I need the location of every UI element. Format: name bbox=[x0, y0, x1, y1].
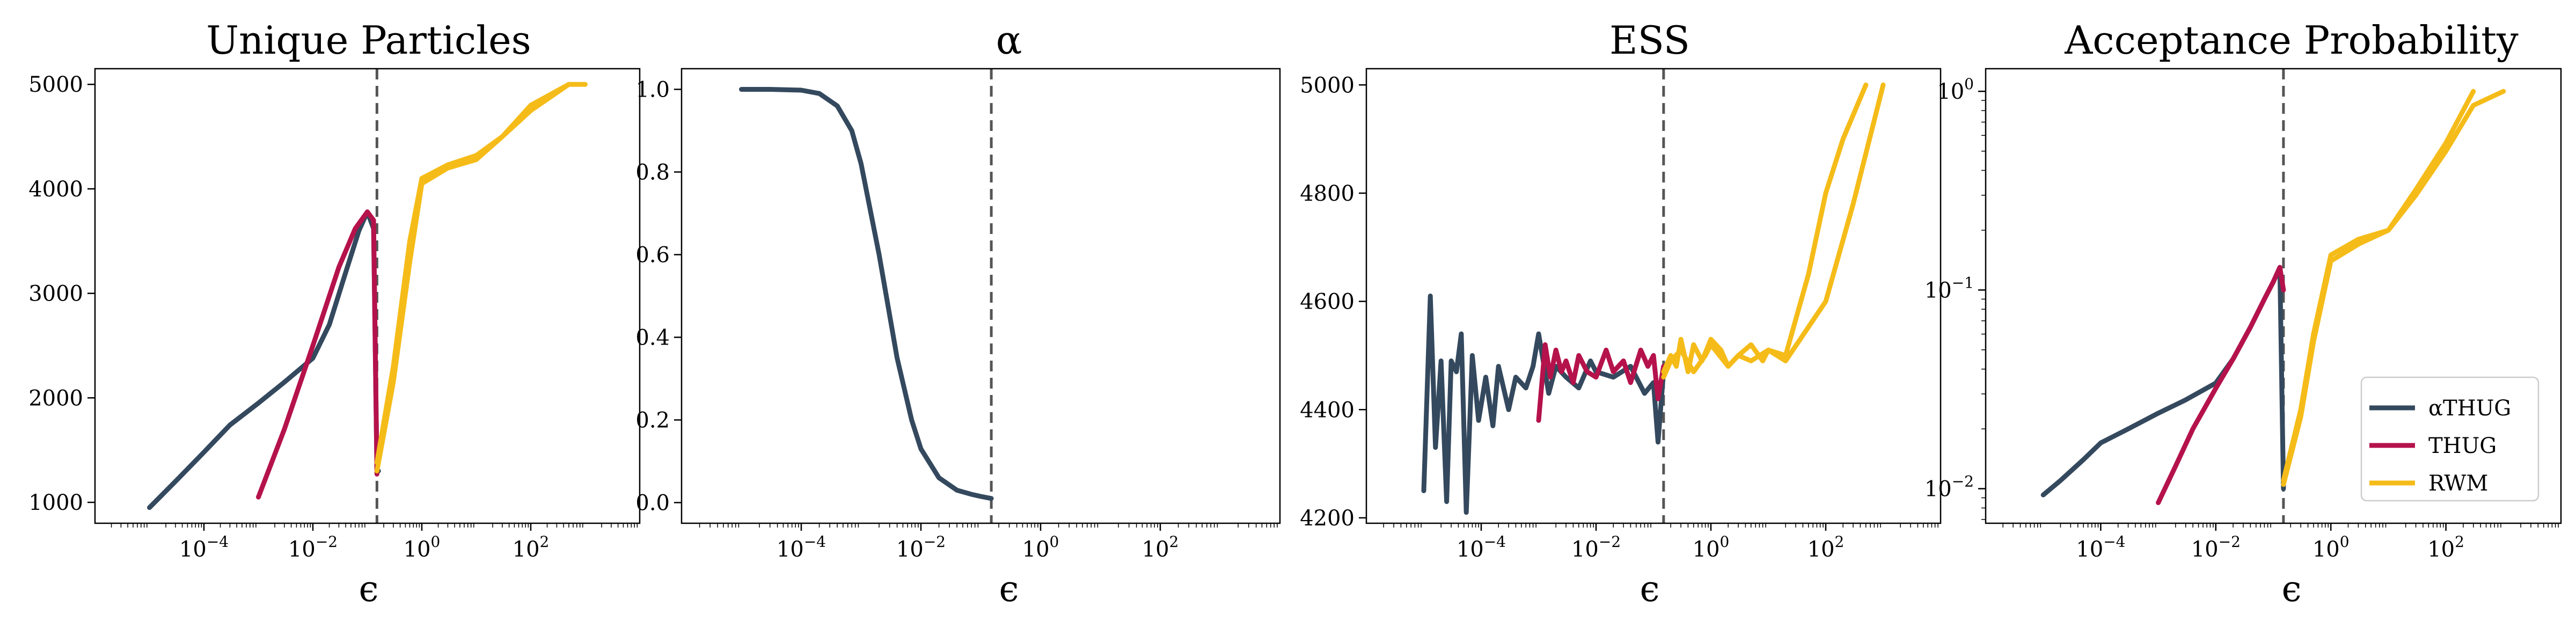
legend-label-thug: THUG bbox=[2428, 434, 2497, 458]
x-tick-label: 10−2 bbox=[896, 533, 946, 562]
series-line-thug bbox=[1536, 342, 1666, 423]
panel-title: Acceptance Probability bbox=[2064, 18, 2519, 63]
x-tick-exponent: −2 bbox=[2219, 533, 2241, 551]
legend-label-alpha-thug: αTHUG bbox=[2428, 396, 2511, 421]
x-tick-label: 102 bbox=[2427, 533, 2464, 562]
y-tick-label: 10−1 bbox=[1924, 274, 1974, 303]
x-tick-exponent: 2 bbox=[2455, 533, 2464, 551]
panel-acceptance-probability: Acceptance Probability ϵ 10−4 10−2 100 102 1… bbox=[1924, 18, 2562, 610]
x-tick-label: 100 bbox=[1693, 533, 1730, 562]
panel-unique-particles: Unique Particles ϵ 10−4 10−2 100 102 1000 200… bbox=[28, 18, 641, 610]
x-tick-label: 100 bbox=[404, 533, 441, 562]
x-tick-label: 100 bbox=[2312, 533, 2350, 562]
y-tick-label: 4000 bbox=[28, 177, 83, 202]
x-tick-label: 10−2 bbox=[2191, 533, 2241, 562]
series-line-alpha-thug bbox=[1421, 294, 1666, 515]
y-tick-label: 10−2 bbox=[1924, 473, 1974, 502]
x-tick-label: 10−4 bbox=[777, 533, 826, 562]
y-tick-label: 4600 bbox=[1300, 290, 1355, 314]
axes-frame bbox=[1985, 68, 2562, 524]
x-tick-exponent: 0 bbox=[2340, 533, 2350, 551]
x-tick-label: 102 bbox=[1807, 533, 1845, 562]
x-tick-exponent: 0 bbox=[1050, 533, 1059, 551]
x-tick-label: 10−4 bbox=[2076, 533, 2125, 562]
y-tick-exponent: 0 bbox=[1964, 75, 1974, 93]
y-tick-label: 4800 bbox=[1300, 181, 1355, 206]
x-tick-exponent: −4 bbox=[207, 533, 229, 551]
panel-title: α bbox=[996, 18, 1022, 63]
axes-frame bbox=[680, 68, 1281, 524]
legend: αTHUG THUG RWM bbox=[2360, 376, 2540, 502]
x-tick-exponent: −2 bbox=[316, 533, 338, 551]
y-tick-label: 2000 bbox=[28, 386, 83, 411]
axes-frame bbox=[1365, 68, 1942, 524]
x-tick-exponent: 0 bbox=[1720, 533, 1730, 551]
y-tick-label: 0.0 bbox=[635, 491, 670, 516]
series-line-rwm bbox=[374, 82, 572, 474]
panel-ess: ESS ϵ 10−4 10−2 100 102 4200 4400 4600 4800 5000 bbox=[1300, 18, 1942, 610]
x-tick-label: 10−2 bbox=[1571, 533, 1621, 562]
x-tick-label: 10−4 bbox=[179, 533, 229, 562]
y-tick-exponent: −1 bbox=[1952, 274, 1974, 291]
x-tick-label: 102 bbox=[1142, 533, 1179, 562]
y-tick-label: 5000 bbox=[1300, 73, 1355, 98]
y-tick-label: 1.0 bbox=[635, 78, 670, 103]
x-tick-exponent: −4 bbox=[2103, 533, 2125, 551]
series-line-thug bbox=[256, 209, 379, 500]
y-tick-label: 3000 bbox=[28, 282, 83, 306]
x-tick-exponent: 2 bbox=[1169, 533, 1179, 551]
series-line-thug bbox=[2156, 265, 2286, 506]
x-tick-label: 10−2 bbox=[288, 533, 338, 562]
y-tick-label: 4200 bbox=[1300, 506, 1355, 531]
axes-frame bbox=[94, 68, 641, 524]
y-tick-label: 4400 bbox=[1300, 398, 1355, 422]
x-axis-label: ϵ bbox=[359, 568, 379, 610]
x-tick-exponent: −2 bbox=[1599, 533, 1621, 551]
x-tick-exponent: −4 bbox=[804, 533, 826, 551]
x-axis-label: ϵ bbox=[2282, 568, 2302, 610]
x-tick-exponent: 2 bbox=[1835, 533, 1845, 551]
x-tick-exponent: −4 bbox=[1484, 533, 1506, 551]
x-tick-label: 102 bbox=[513, 533, 550, 562]
y-tick-label: 0.4 bbox=[635, 326, 670, 350]
x-tick-label: 100 bbox=[1022, 533, 1059, 562]
series-line-rwm bbox=[1661, 82, 1869, 375]
y-tick-label: 100 bbox=[1937, 75, 1974, 104]
series-line-alpha-thug bbox=[739, 87, 994, 501]
y-tick-label: 0.8 bbox=[635, 160, 670, 185]
series-line-rwm bbox=[1661, 82, 1886, 380]
series-line-alpha-thug bbox=[2040, 265, 2286, 497]
y-tick-label: 1000 bbox=[28, 491, 83, 515]
series-line-rwm bbox=[2281, 89, 2476, 487]
y-tick-exponent: −2 bbox=[1952, 473, 1974, 491]
x-tick-exponent: −2 bbox=[924, 533, 946, 551]
y-tick-label: 0.2 bbox=[635, 408, 670, 433]
legend-label-rwm: RWM bbox=[2428, 471, 2488, 496]
panel-title: ESS bbox=[1609, 18, 1690, 63]
y-tick-label: 5000 bbox=[28, 72, 83, 97]
panel-title: Unique Particles bbox=[206, 18, 531, 63]
x-tick-exponent: 0 bbox=[431, 533, 441, 551]
x-tick-exponent: 2 bbox=[540, 533, 550, 551]
panel-alpha: α ϵ 10−4 10−2 100 102 0.0 0.2 0.4 0.6 0.8 1.0 bbox=[635, 18, 1281, 610]
x-axis-label: ϵ bbox=[999, 568, 1019, 610]
y-tick-label: 0.6 bbox=[635, 243, 670, 268]
x-axis-label: ϵ bbox=[1640, 568, 1660, 610]
x-tick-label: 10−4 bbox=[1457, 533, 1506, 562]
